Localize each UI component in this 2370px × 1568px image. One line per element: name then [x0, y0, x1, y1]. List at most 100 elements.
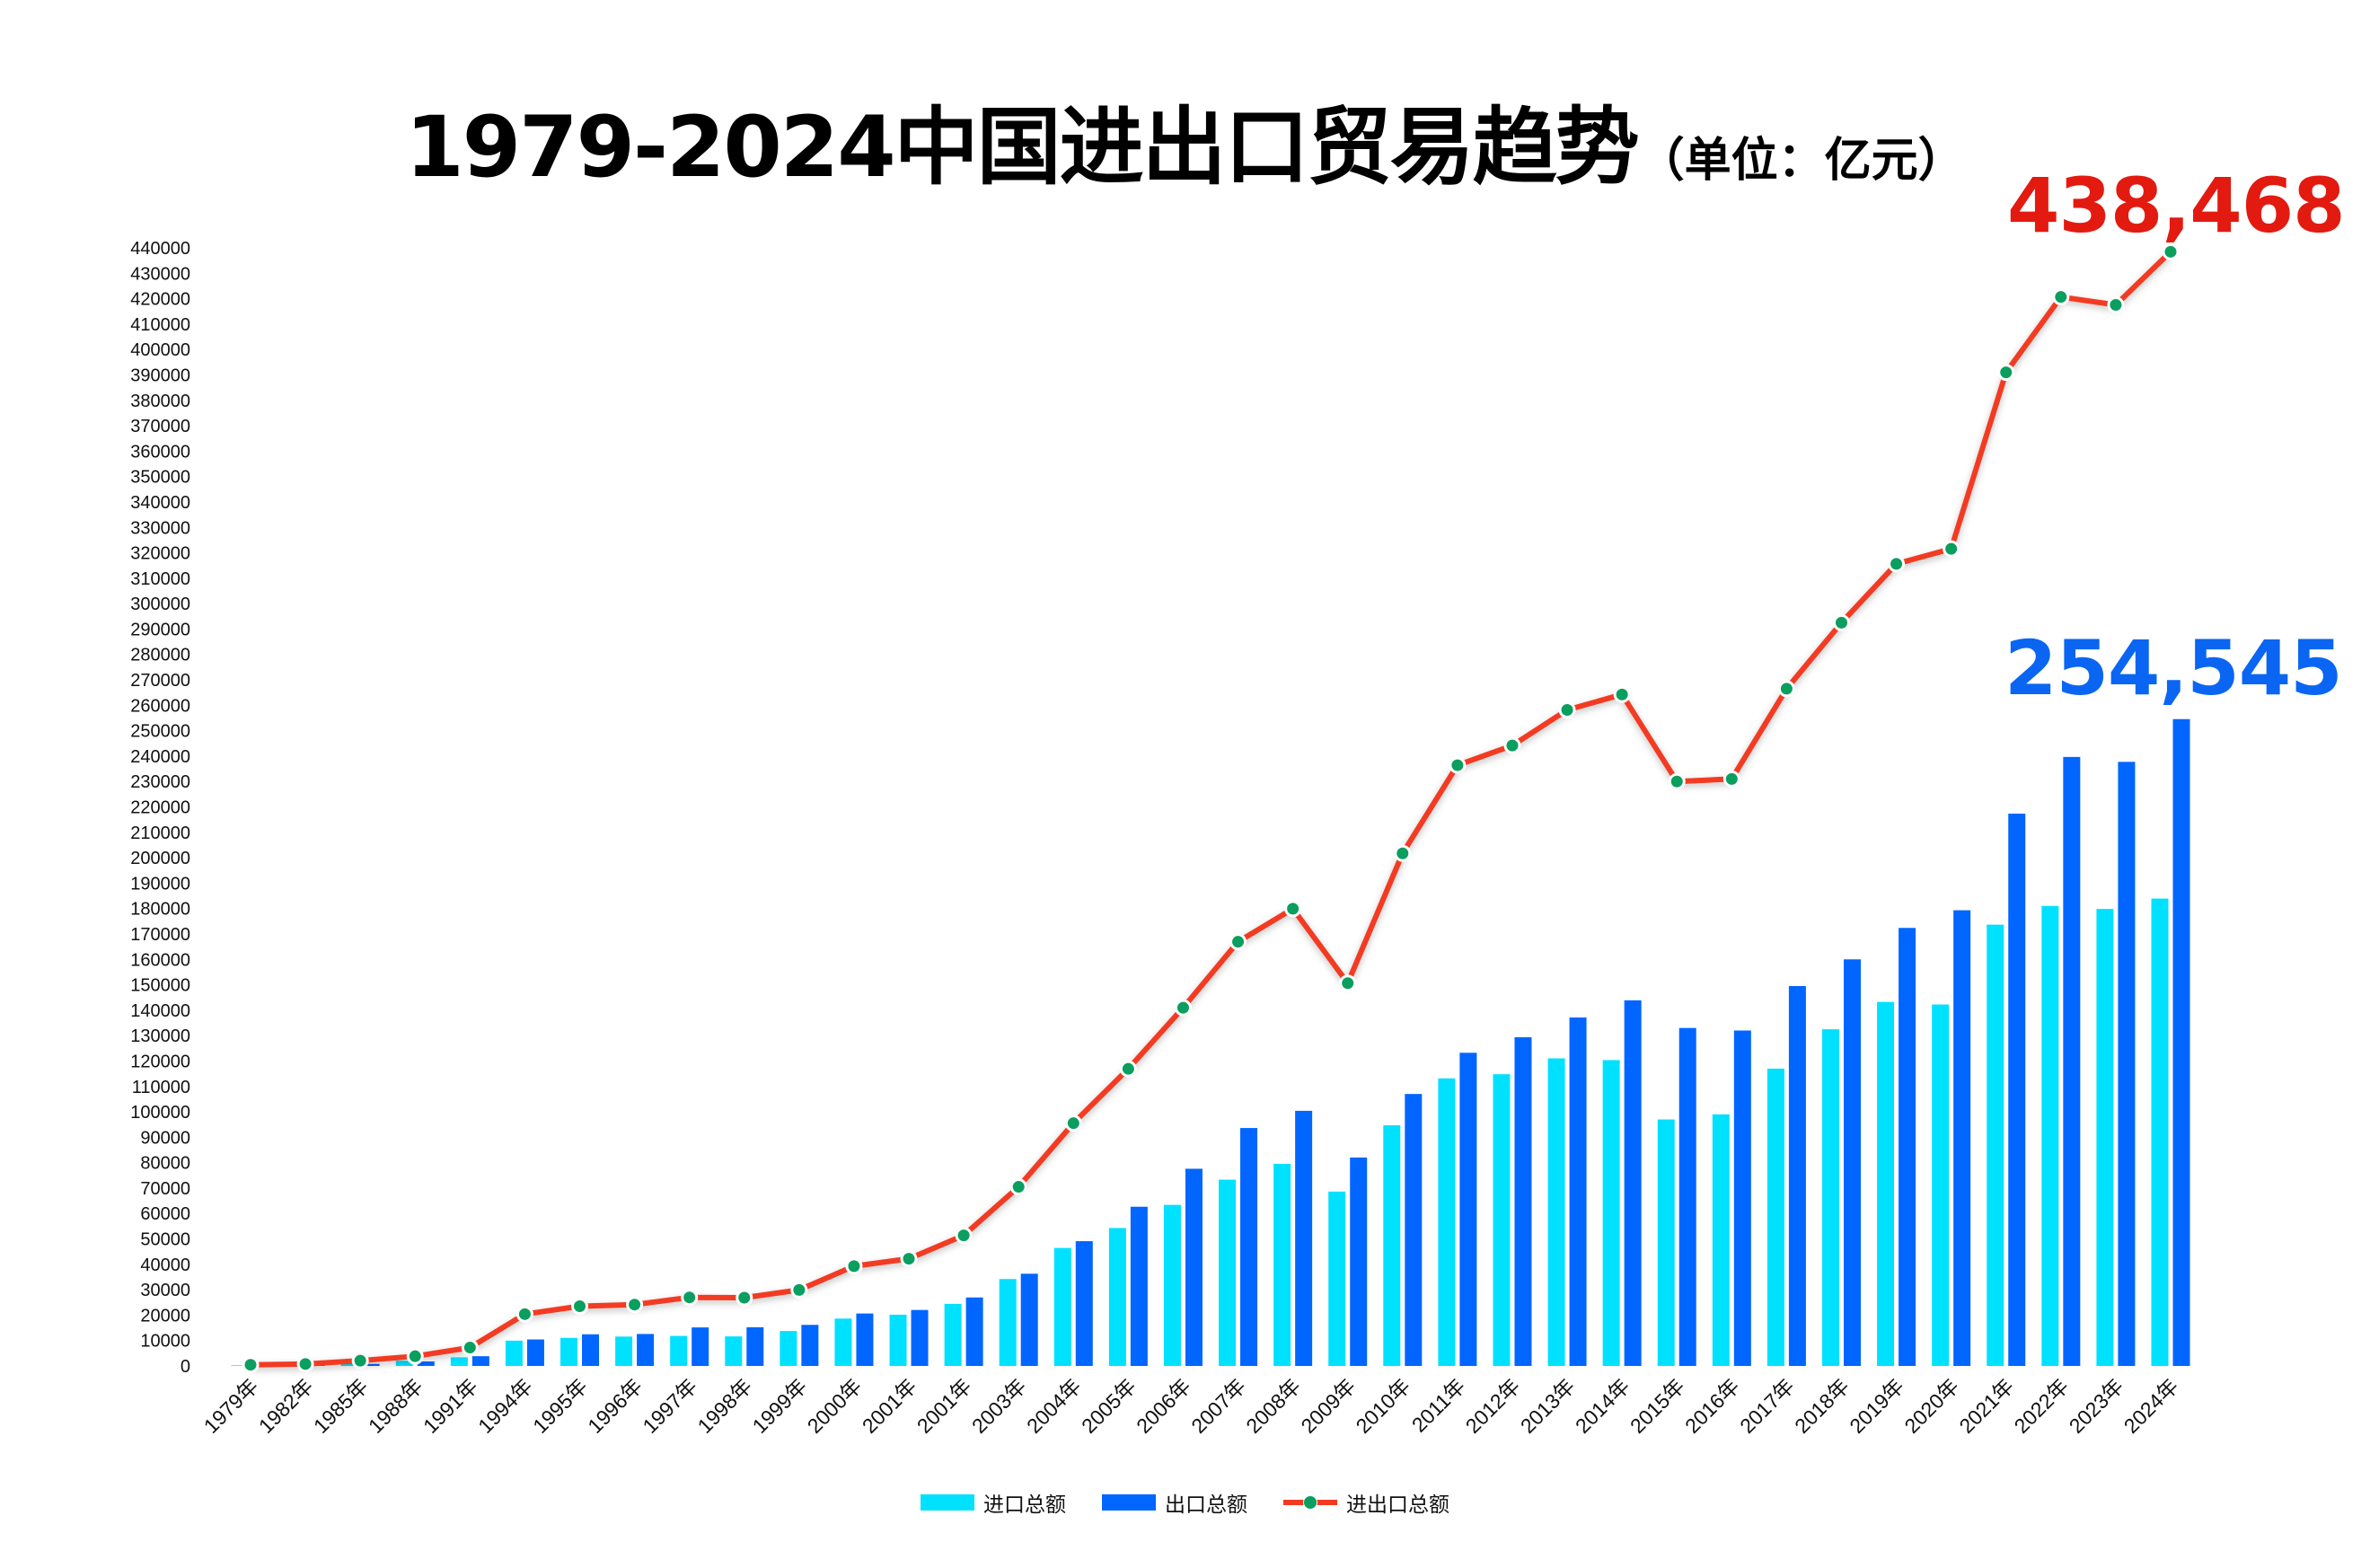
- bar-import: [1877, 1001, 1895, 1366]
- bar-export: [2172, 718, 2190, 1366]
- y-tick-label: 210000: [130, 824, 190, 843]
- bar-export: [1733, 1030, 1751, 1366]
- bar-export: [1459, 1053, 1477, 1366]
- bar-export: [1953, 910, 1971, 1366]
- x-tick-label: 2004年: [1022, 1374, 1086, 1438]
- x-tick-label: 2009年: [1296, 1374, 1360, 1438]
- bar-import: [1821, 1029, 1839, 1366]
- total-point: [1394, 844, 1412, 862]
- x-tick-label: 2007年: [1186, 1374, 1250, 1438]
- bar-export: [1899, 928, 1916, 1366]
- chart-title-main: 1979-2024中国进出口贸易趋势: [405, 99, 1639, 197]
- y-tick-label: 160000: [130, 950, 190, 970]
- legend-label-total: 进出口总额: [1346, 1493, 1449, 1517]
- bar-import: [1493, 1074, 1511, 1366]
- total-point: [1064, 1114, 1082, 1132]
- total-point: [955, 1227, 973, 1245]
- bar-import: [889, 1314, 907, 1366]
- y-tick-label: 370000: [130, 417, 190, 436]
- x-tick-label: 1995年: [528, 1374, 592, 1438]
- bar-export: [692, 1327, 709, 1366]
- x-tick-label: 1991年: [418, 1374, 482, 1438]
- y-tick-label: 50000: [140, 1230, 190, 1250]
- x-tick-label: 2001年: [858, 1374, 921, 1438]
- x-tick-label: 2016年: [1680, 1374, 1744, 1438]
- total-point: [1777, 680, 1795, 698]
- x-tick-label: 2003年: [967, 1374, 1031, 1438]
- bar-import: [615, 1336, 633, 1366]
- chart-title-unit: （单位：亿元）: [1637, 134, 1965, 188]
- y-tick-label: 320000: [130, 544, 190, 564]
- total-point: [461, 1339, 479, 1357]
- total-point: [681, 1289, 699, 1307]
- x-tick-label: 2021年: [1954, 1374, 2018, 1438]
- x-tick-label: 2011年: [1407, 1374, 1470, 1437]
- bar-export: [1624, 1000, 1642, 1366]
- y-tick-label: 270000: [130, 671, 190, 691]
- total-point: [406, 1347, 424, 1365]
- bar-export: [1075, 1241, 1093, 1366]
- x-tick-label: 2020年: [1899, 1374, 1963, 1438]
- total-point: [1722, 770, 1740, 788]
- y-tick-label: 110000: [132, 1078, 190, 1097]
- bar-import: [780, 1331, 797, 1366]
- bar-export: [1020, 1273, 1038, 1366]
- total-point: [2162, 242, 2180, 260]
- y-tick-label: 140000: [130, 1001, 190, 1021]
- y-tick-label: 440000: [130, 239, 190, 259]
- bar-import: [1108, 1228, 1126, 1366]
- bar-export: [417, 1361, 435, 1366]
- total-point: [571, 1298, 589, 1316]
- x-tick-label: 2023年: [2065, 1374, 2128, 1438]
- x-tick-label: 2024年: [2119, 1374, 2183, 1438]
- total-point: [736, 1289, 753, 1307]
- y-tick-label: 300000: [130, 595, 190, 614]
- total-point: [626, 1296, 644, 1314]
- legend-label-export: 出口总额: [1165, 1493, 1247, 1517]
- legend-item-export[interactable]: 出口总额: [1102, 1487, 1247, 1518]
- total-point: [1174, 999, 1192, 1017]
- total-point: [900, 1250, 918, 1268]
- y-tick-label: 40000: [140, 1255, 190, 1275]
- x-tick-label: 2012年: [1461, 1374, 1525, 1438]
- total-point: [1943, 540, 1960, 558]
- y-tick-label: 190000: [130, 874, 190, 894]
- y-tick-label: 70000: [140, 1179, 190, 1199]
- y-axis: 0 10000 20000 30000 40000 50000 60000 70000 8000…: [130, 239, 190, 1377]
- total-point: [1229, 933, 1247, 951]
- legend-item-import[interactable]: 进口总额: [921, 1487, 1066, 1518]
- y-tick-label: 340000: [130, 493, 190, 513]
- x-tick-label: 2014年: [1571, 1374, 1634, 1438]
- bar-import: [1987, 924, 2004, 1366]
- legend-swatch-import: [921, 1494, 974, 1511]
- bar-export: [965, 1297, 983, 1366]
- y-tick-label: 350000: [130, 468, 190, 488]
- bar-import: [1438, 1078, 1456, 1366]
- y-tick-label: 290000: [130, 620, 190, 639]
- total-point: [1503, 736, 1521, 754]
- bar-export: [856, 1313, 874, 1366]
- legend-item-total[interactable]: 进出口总额: [1283, 1487, 1449, 1518]
- bar-export: [2008, 814, 2026, 1366]
- y-tick-label: 130000: [130, 1026, 190, 1046]
- y-tick-label: 80000: [140, 1154, 190, 1174]
- bar-export: [1240, 1128, 1258, 1366]
- x-tick-label: 2022年: [2010, 1374, 2074, 1438]
- total-point: [1449, 756, 1467, 774]
- bar-export: [1295, 1110, 1313, 1366]
- annotation-total-2024: 438,468: [2007, 162, 2346, 250]
- bar-export: [1569, 1017, 1587, 1366]
- bar-export: [1843, 959, 1861, 1366]
- y-tick-label: 10000: [140, 1332, 190, 1352]
- bar-export: [1514, 1036, 1532, 1366]
- bar-import: [2041, 905, 2059, 1366]
- bar-export: [1185, 1168, 1203, 1366]
- x-tick-label: 2017年: [1735, 1374, 1799, 1438]
- annotation-export-2024: 254,545: [2004, 624, 2343, 712]
- x-tick-label: 2018年: [1790, 1374, 1854, 1438]
- legend: 进口总额 出口总额 进出口总额: [0, 1487, 2370, 1518]
- total-point: [1832, 613, 1850, 631]
- y-tick-label: 380000: [130, 392, 190, 411]
- x-tick-label: 2019年: [1845, 1374, 1908, 1438]
- bar-import: [1712, 1114, 1730, 1366]
